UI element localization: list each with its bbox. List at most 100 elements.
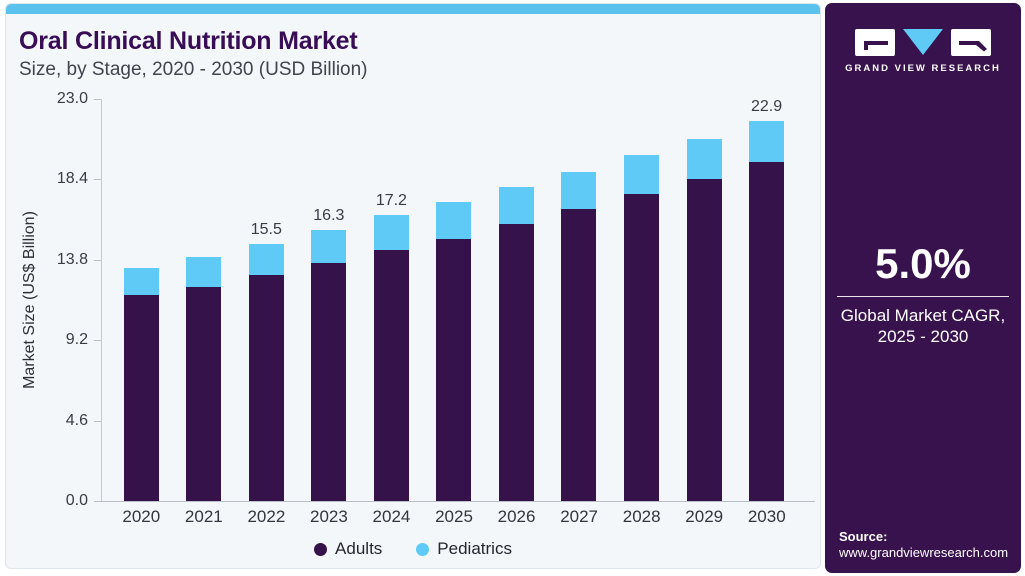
gvr-logo-icon [855,29,991,56]
bar-segment-2025-pediatrics [436,202,472,239]
gvr-logo-text: GRAND VIEW RESEARCH [845,63,1001,74]
y-tick-label-4.6: 4.6 [65,411,88,429]
x-axis-label-2027: 2027 [560,507,599,526]
y-tick-label-0.0: 0.0 [65,492,88,509]
y-axis-line [101,99,102,502]
y-tick-mark-18.4 [94,179,101,181]
bar-segment-2021-adults [186,286,222,501]
bar-segment-2026-adults [498,223,534,501]
bar-2028 [624,155,660,501]
chart-legend: Adults Pediatrics [6,539,820,559]
y-tick-label-13.8: 13.8 [56,250,88,268]
y-tick-mark-13.8 [94,259,101,261]
source-url: www.grandviewresearch.com [839,545,1009,560]
bar-column-2030: 22.9 [749,97,785,501]
bar-2020 [123,268,159,501]
cagr-value: 5.0% [875,240,971,287]
legend-item-pediatrics: Pediatrics [416,539,512,559]
bar-segment-2024-adults [373,250,409,501]
bar-2025 [436,202,472,501]
x-axis-label-2022: 2022 [247,507,286,526]
bar-2030 [749,120,785,501]
x-axis-label-2029: 2029 [685,507,724,526]
y-tick-mark-23.0 [94,99,101,100]
bar-segment-2027-adults [561,208,597,501]
y-tick-mark-0.0 [94,501,101,502]
bar-2027 [561,172,597,501]
chart-card: Oral Clinical Nutrition Market Size, by … [5,3,821,569]
card-top-accent-strip [6,4,820,14]
bar-segment-2020-adults [123,295,159,501]
bar-segment-2020-pediatrics [123,268,159,296]
cagr-label-line2: 2025 - 2030 [877,327,969,346]
bar-segment-2029-pediatrics [686,138,722,179]
x-axis-label-2030: 2030 [747,507,786,526]
bar-segment-2028-pediatrics [624,155,660,194]
bar-segment-2022-pediatrics [248,243,284,276]
y-axis-ticks: 23.0 18.4 13.8 9.2 4.6 0.0 [36,90,101,509]
bar-segment-2029-adults [686,178,722,501]
cagr-divider [837,296,1009,297]
bar-segment-2030-pediatrics [749,120,785,163]
bar-2024 [373,215,409,501]
bar-column-2023: 16.3 [311,99,347,501]
bar-segment-2022-adults [248,275,284,501]
bar-segment-2030-adults [749,162,785,501]
source-label: Source: [839,529,888,544]
y-tick-label-9.2: 9.2 [65,331,88,349]
chart-subtitle: Size, by Stage, 2020 - 2030 (USD Billion… [19,59,368,80]
legend-label-adults: Adults [335,539,383,558]
source-block: Source: www.grandviewresearch.com [839,528,1008,561]
y-tick-label-18.4: 18.4 [56,170,88,188]
x-axis-label-2020: 2020 [122,507,161,526]
bar-value-label-2023: 16.3 [313,207,345,225]
bar-column-2025 [436,99,472,501]
bar-value-label-2030: 22.9 [751,97,783,115]
cagr-label-line1: Global Market CAGR, [840,306,1006,325]
plot-area: 15.5 16.3 17.2 22.9 [110,97,798,501]
legend-dot-adults-icon [314,542,328,556]
bar-column-2020 [123,99,159,501]
bar-segment-2026-pediatrics [498,187,534,224]
brand-panel: GRAND VIEW RESEARCH 5.0% Global Market C… [825,3,1021,573]
bar-value-label-2022: 15.5 [250,220,282,238]
bar-2023 [311,230,347,501]
cagr-block: 5.0% Global Market CAGR, 2025 - 2030 [825,240,1021,347]
legend-item-adults: Adults [314,539,382,559]
bar-segment-2028-adults [624,193,660,501]
bar-2026 [498,187,534,501]
x-axis-label-2025: 2025 [435,507,473,526]
bar-column-2029 [686,99,722,501]
x-axis-label-2028: 2028 [622,507,661,526]
bar-column-2024: 17.2 [373,99,409,501]
bar-value-label-2024: 17.2 [375,192,407,210]
bar-segment-2021-pediatrics [186,256,222,287]
chart-title: Oral Clinical Nutrition Market [19,27,358,55]
y-tick-label-23.0: 23.0 [56,90,88,107]
bar-2021 [186,256,222,501]
legend-dot-pediatrics-icon [416,542,430,556]
y-tick-mark-4.6 [94,420,101,422]
bar-2029 [686,138,722,501]
x-axis-line [101,501,815,502]
x-axis-labels: 2020 2021 2022 2023 2024 2025 2026 2027 2028 2029… [110,507,798,527]
bar-segment-2025-adults [436,238,472,501]
bar-column-2028 [624,99,660,501]
bar-column-2027 [561,99,597,501]
gvr-logo [825,29,1021,56]
bar-column-2021 [186,99,222,501]
x-axis-label-2021: 2021 [184,507,223,526]
x-axis-label-2026: 2026 [497,507,536,526]
bar-segment-2023-pediatrics [311,230,347,264]
legend-label-pediatrics: Pediatrics [437,539,512,558]
bar-2022 [248,243,284,501]
bar-column-2026 [498,99,534,501]
bar-segment-2023-adults [311,263,347,501]
y-tick-mark-9.2 [94,340,101,342]
bar-segment-2027-pediatrics [561,172,597,209]
bar-segment-2024-pediatrics [373,215,409,251]
x-axis-label-2024: 2024 [372,507,411,526]
x-axis-label-2023: 2023 [310,507,348,526]
bar-column-2022: 15.5 [248,99,284,501]
